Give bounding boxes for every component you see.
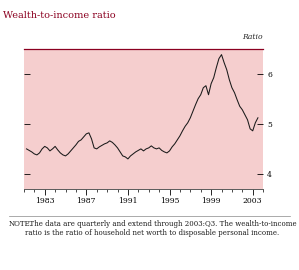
Text: NOTE.: NOTE. xyxy=(9,220,33,228)
Text: The data are quarterly and extend through 2003:Q3. The wealth-to-income ratio is: The data are quarterly and extend throug… xyxy=(25,220,297,237)
Text: Ratio: Ratio xyxy=(242,33,263,41)
Text: Wealth-to-income ratio: Wealth-to-income ratio xyxy=(3,11,116,20)
